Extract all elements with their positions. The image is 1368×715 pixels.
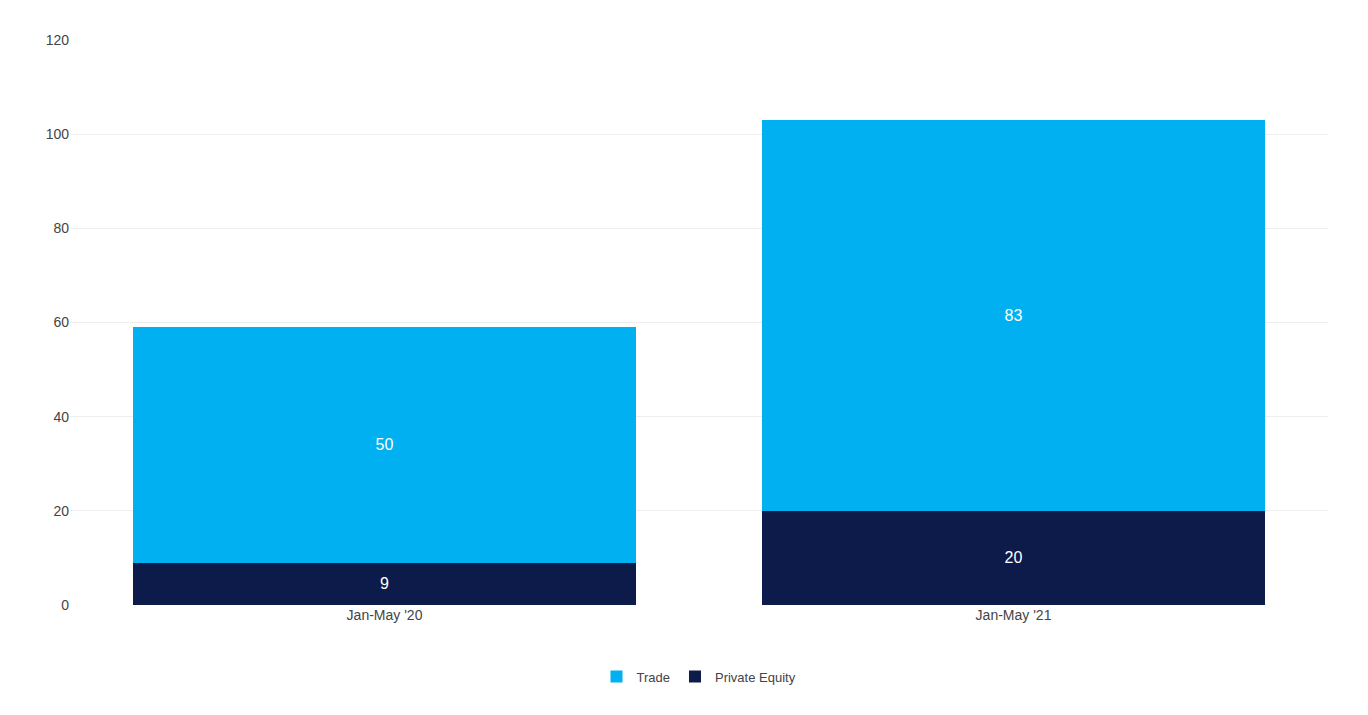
svg-text:40: 40: [53, 409, 69, 425]
svg-text:100: 100: [46, 126, 70, 142]
svg-text:20: 20: [1005, 549, 1023, 566]
svg-text:80: 80: [53, 220, 69, 236]
svg-text:120: 120: [46, 32, 70, 48]
svg-text:9: 9: [380, 575, 389, 592]
svg-text:83: 83: [1005, 307, 1023, 324]
svg-text:Private Equity: Private Equity: [715, 670, 796, 685]
svg-text:60: 60: [53, 314, 69, 330]
svg-text:Jan-May '20: Jan-May '20: [347, 607, 423, 623]
svg-text:50: 50: [376, 436, 394, 453]
svg-text:Trade: Trade: [637, 670, 670, 685]
svg-text:0: 0: [61, 597, 69, 613]
svg-text:Jan-May '21: Jan-May '21: [976, 607, 1052, 623]
svg-text:20: 20: [53, 503, 69, 519]
